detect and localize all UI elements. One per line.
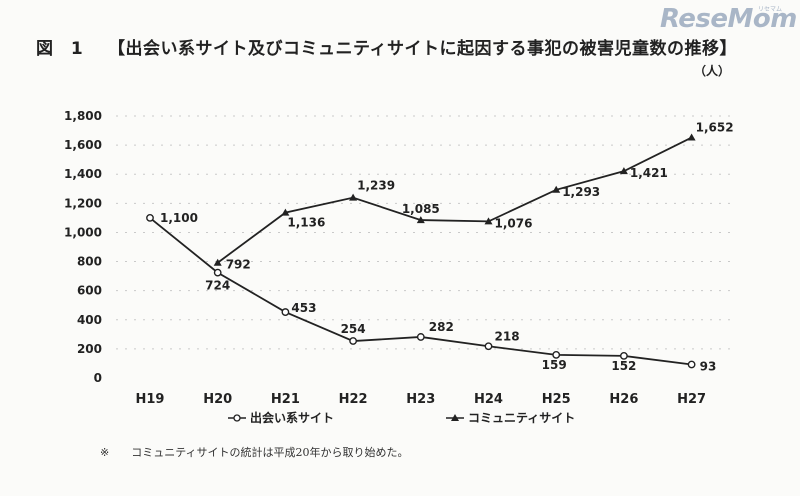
data-label: 1,076 xyxy=(495,216,533,230)
data-point-circle xyxy=(349,337,357,345)
y-tick-label: 800 xyxy=(77,255,102,269)
data-point-triangle xyxy=(552,185,561,193)
legend-marker-triangle xyxy=(451,414,459,421)
data-label: 159 xyxy=(542,358,567,372)
data-point-triangle xyxy=(281,208,290,216)
data-label: 152 xyxy=(611,359,636,373)
data-label: 218 xyxy=(495,329,520,343)
series-line-1 xyxy=(149,217,692,366)
data-point-triangle xyxy=(687,133,696,141)
data-label: 1,652 xyxy=(696,121,734,135)
y-tick-label: 1,000 xyxy=(64,225,102,239)
y-tick-label: 400 xyxy=(77,313,102,327)
resemom-logo-subtext: リセマム xyxy=(758,6,783,13)
y-tick-label: 1,800 xyxy=(64,109,102,123)
data-label: 453 xyxy=(291,301,316,315)
data-point-circle xyxy=(146,213,154,222)
data-point-circle xyxy=(620,351,628,360)
data-point-triangle xyxy=(349,193,358,201)
legend-label: 出会い系サイト xyxy=(250,410,334,425)
data-point-circle xyxy=(687,360,696,369)
resemom-logo: ReseMom xyxy=(660,4,797,34)
data-label: 1,085 xyxy=(402,202,440,216)
footnote-text: コミュニティサイトの統計は平成20年から取り始めた。 xyxy=(131,446,409,459)
x-tick-label: H24 xyxy=(474,392,503,407)
x-tick-label: H20 xyxy=(203,392,232,407)
legend-marker-circle xyxy=(233,414,241,422)
y-tick-label: 0 xyxy=(94,371,102,385)
unit-label: （人） xyxy=(694,64,731,78)
data-label: 792 xyxy=(226,258,251,272)
data-label: 282 xyxy=(429,320,454,334)
y-tick-label: 1,200 xyxy=(64,196,102,210)
data-point-circle xyxy=(416,333,425,341)
data-point-triangle xyxy=(484,217,493,225)
figure-number: 図 1 xyxy=(36,39,89,59)
x-tick-label: H26 xyxy=(609,392,638,407)
y-tick-label: 200 xyxy=(77,342,102,356)
y-tick-label: 600 xyxy=(77,284,102,298)
data-point-triangle xyxy=(619,167,628,175)
data-point-triangle xyxy=(213,258,222,266)
data-label: 254 xyxy=(341,322,366,336)
footnote-mark: ※ xyxy=(100,446,110,459)
data-point-circle xyxy=(484,342,493,351)
x-tick-label: H19 xyxy=(136,392,165,407)
y-tick-label: 1,600 xyxy=(64,138,102,152)
x-tick-label: H23 xyxy=(406,392,435,407)
x-tick-label: H21 xyxy=(271,392,300,407)
legend-label: コミュニティサイト xyxy=(468,411,575,425)
x-tick-label: H25 xyxy=(542,392,571,407)
data-point-circle xyxy=(281,308,290,316)
data-label: 1,239 xyxy=(357,179,395,193)
data-point-triangle xyxy=(416,216,425,224)
data-point-circle xyxy=(552,350,561,359)
data-label: 93 xyxy=(700,359,717,373)
y-tick-label: 1,400 xyxy=(64,167,102,181)
x-tick-label: H22 xyxy=(339,392,368,407)
footnote: ※ コミュニティサイトの統計は平成20年から取り始めた。 xyxy=(100,444,409,460)
data-label: 724 xyxy=(205,279,230,293)
data-label: 1,100 xyxy=(160,211,198,225)
data-label: 1,421 xyxy=(630,166,668,180)
chart-title: 【出会い系サイト及びコミュニティサイトに起因する事犯の被害児童数の推移】 xyxy=(108,39,737,59)
data-point-circle xyxy=(213,268,222,277)
x-tick-label: H27 xyxy=(677,392,706,407)
data-label: 1,293 xyxy=(562,185,600,199)
series-line-2 xyxy=(217,136,693,264)
data-label: 1,136 xyxy=(287,216,325,230)
